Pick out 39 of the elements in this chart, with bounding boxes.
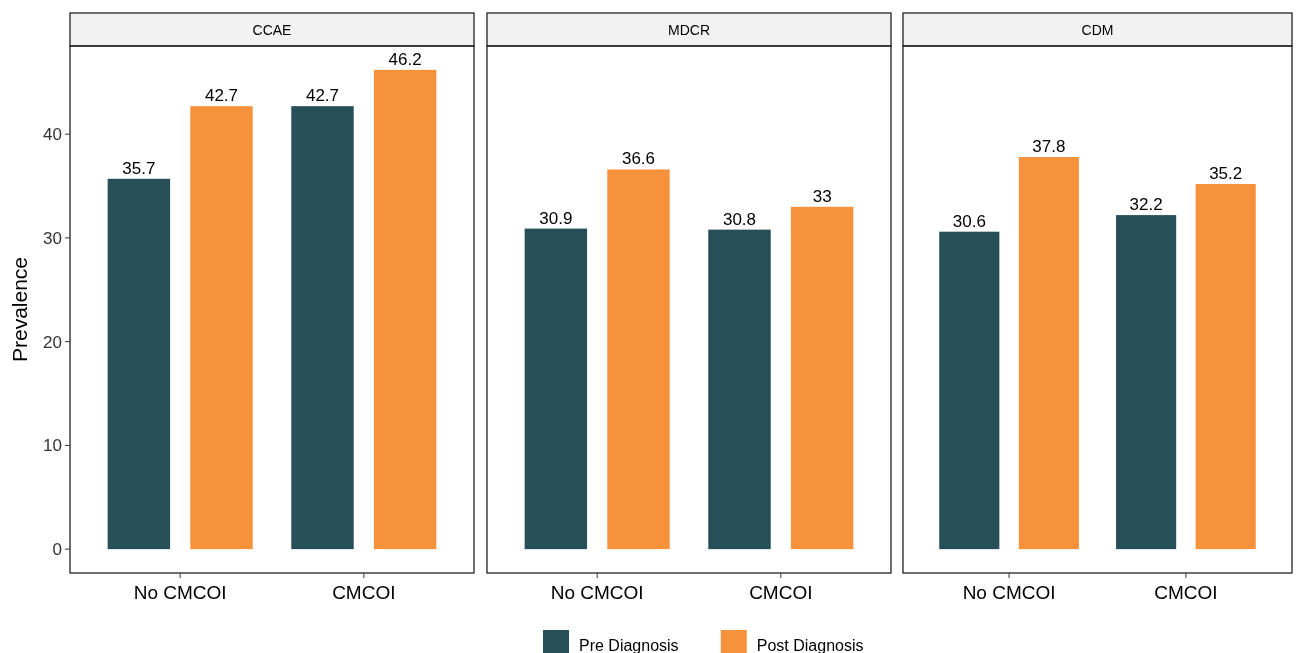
- data-label: 42.7: [305, 86, 340, 106]
- bar: [939, 231, 1000, 550]
- data-label: 35.2: [1209, 163, 1243, 183]
- bar: [607, 169, 670, 550]
- data-label: 32.2: [1129, 195, 1163, 215]
- data-label: 30.9: [539, 208, 573, 228]
- data-label: 37.8: [1032, 137, 1066, 156]
- y-tick-label: 0: [52, 540, 62, 560]
- data-label: 36.6: [621, 149, 656, 169]
- chart-title: CCAE: [252, 21, 292, 38]
- x-tick-label: CMCOI: [749, 582, 813, 603]
- data-label: 30.6: [952, 211, 986, 231]
- y-tick-label: 40: [43, 125, 62, 145]
- x-tick-label: No CMCOI: [550, 582, 644, 603]
- bar: [190, 106, 253, 550]
- data-label: 42.7: [204, 86, 239, 106]
- y-tick-label: 10: [43, 436, 62, 456]
- data-label: 46.2: [388, 49, 422, 69]
- bar: [373, 69, 437, 550]
- x-tick-label: No CMCOI: [133, 582, 227, 603]
- x-tick-label: No CMCOI: [962, 582, 1056, 603]
- y-tick-label: 20: [43, 332, 62, 352]
- chart-title: CDM: [1081, 21, 1114, 38]
- x-tick-label: CMCOI: [1154, 582, 1218, 603]
- data-label: 33: [812, 186, 832, 206]
- chart-title: MDCR: [668, 21, 710, 38]
- bar: [708, 229, 771, 550]
- bar: [790, 206, 854, 550]
- bar: [1116, 215, 1177, 550]
- y-tick-label: 30: [43, 228, 62, 248]
- data-label: 35.7: [122, 158, 156, 178]
- bar: [1018, 157, 1079, 550]
- bar: [291, 106, 354, 550]
- bar: [1195, 183, 1256, 550]
- y-axis-title: Prevalence: [8, 256, 31, 363]
- data-label: 30.8: [722, 209, 757, 229]
- x-tick-label: CMCOI: [332, 582, 396, 603]
- bar: [524, 228, 588, 550]
- bar: [107, 178, 171, 550]
